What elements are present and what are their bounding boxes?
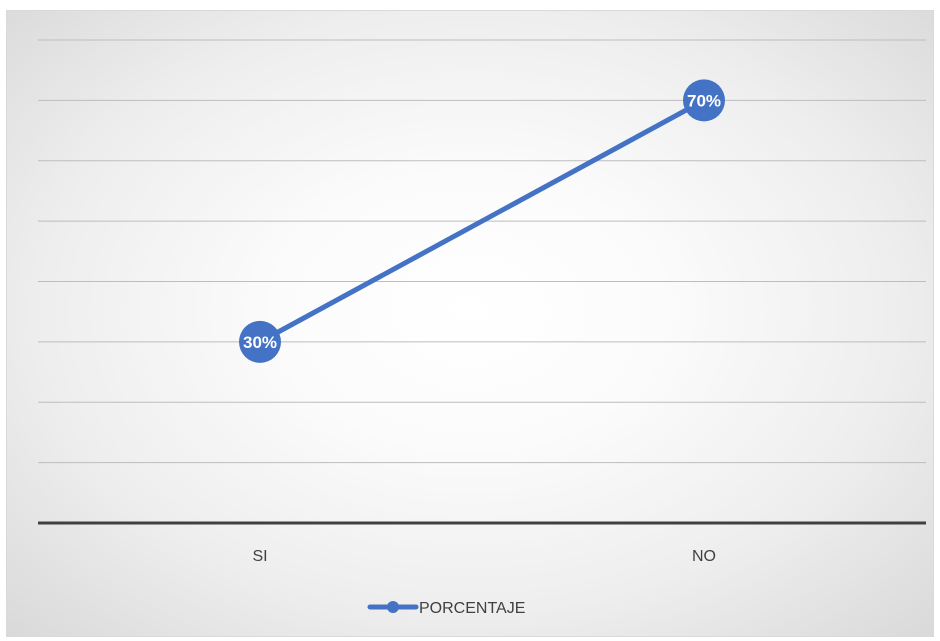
legend-entry-porcentaje: PORCENTAJE bbox=[419, 600, 525, 617]
data-point-si bbox=[239, 320, 281, 363]
chart-area bbox=[6, 10, 934, 637]
x-tick-label-si: SI bbox=[252, 548, 267, 565]
data-point-no bbox=[683, 79, 725, 122]
data-label-si: 30% bbox=[243, 333, 277, 352]
series-line-porcentaje bbox=[257, 97, 707, 345]
gridlines bbox=[38, 39, 926, 464]
x-tick-labels: SI NO bbox=[252, 548, 716, 565]
series-group: 30% 70% bbox=[239, 79, 725, 363]
legend-marker-swatch bbox=[387, 601, 399, 613]
x-tick-label-no: NO bbox=[692, 548, 716, 565]
data-label-no: 70% bbox=[687, 91, 721, 110]
legend: PORCENTAJE bbox=[367, 600, 525, 617]
